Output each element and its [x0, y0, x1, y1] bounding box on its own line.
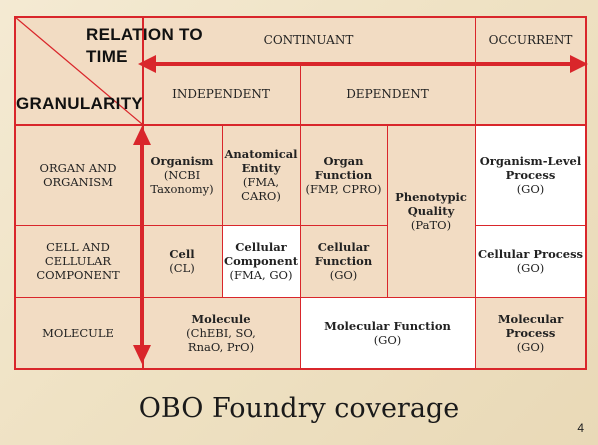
row-label-cell: CELL AND CELLULAR COMPONENT	[14, 225, 142, 297]
header-dependent-cell	[300, 64, 475, 124]
cell-phenotypic-quality: Phenotypic Quality (PaTO)	[387, 124, 475, 297]
cell-organism-level-process: Organism-Level Process (GO)	[475, 124, 586, 225]
cell-cellular-process: Cellular Process (GO)	[475, 225, 586, 297]
cell-anatomical-entity: Anatomical Entity (FMA, CARO)	[222, 124, 300, 225]
cell-organ-function: Organ Function (FMP, CPRO)	[300, 124, 387, 225]
row-label-organ: ORGAN AND ORGANISM	[14, 124, 142, 225]
header-occurrent-cell	[475, 16, 586, 64]
cell-molecular-process: Molecular Process (GO)	[475, 297, 586, 369]
header-occurrent: OCCURRENT	[488, 33, 573, 47]
cell-molecule: Molecule (ChEBI, SO, RnaO, PrO)	[142, 297, 300, 369]
cell-cell: Cell (CL)	[142, 225, 222, 297]
slide-title: OBO Foundry coverage	[138, 393, 460, 424]
header-independent: INDEPENDENT	[172, 87, 270, 101]
cell-cellular-function: Cellular Function (GO)	[300, 225, 387, 297]
header-continuant-cell	[142, 16, 475, 64]
relation-to-time-label: RELATION TO TIME	[86, 25, 203, 66]
header-continuant: CONTINUANT	[263, 33, 354, 47]
cell-organism: Organism (NCBI Taxonomy)	[142, 124, 222, 225]
page-number: 4	[577, 421, 584, 435]
header-occurrent-sub-cell	[475, 64, 586, 124]
row-label-molecule: MOLECULE	[14, 297, 142, 369]
header-dependent: DEPENDENT	[346, 87, 429, 101]
header-independent-cell	[142, 64, 300, 124]
cell-cellular-component: Cellular Component (FMA, GO)	[222, 225, 300, 297]
cell-molecular-function: Molecular Function (GO)	[300, 297, 475, 369]
granularity-label: GRANULARITY	[16, 94, 144, 113]
